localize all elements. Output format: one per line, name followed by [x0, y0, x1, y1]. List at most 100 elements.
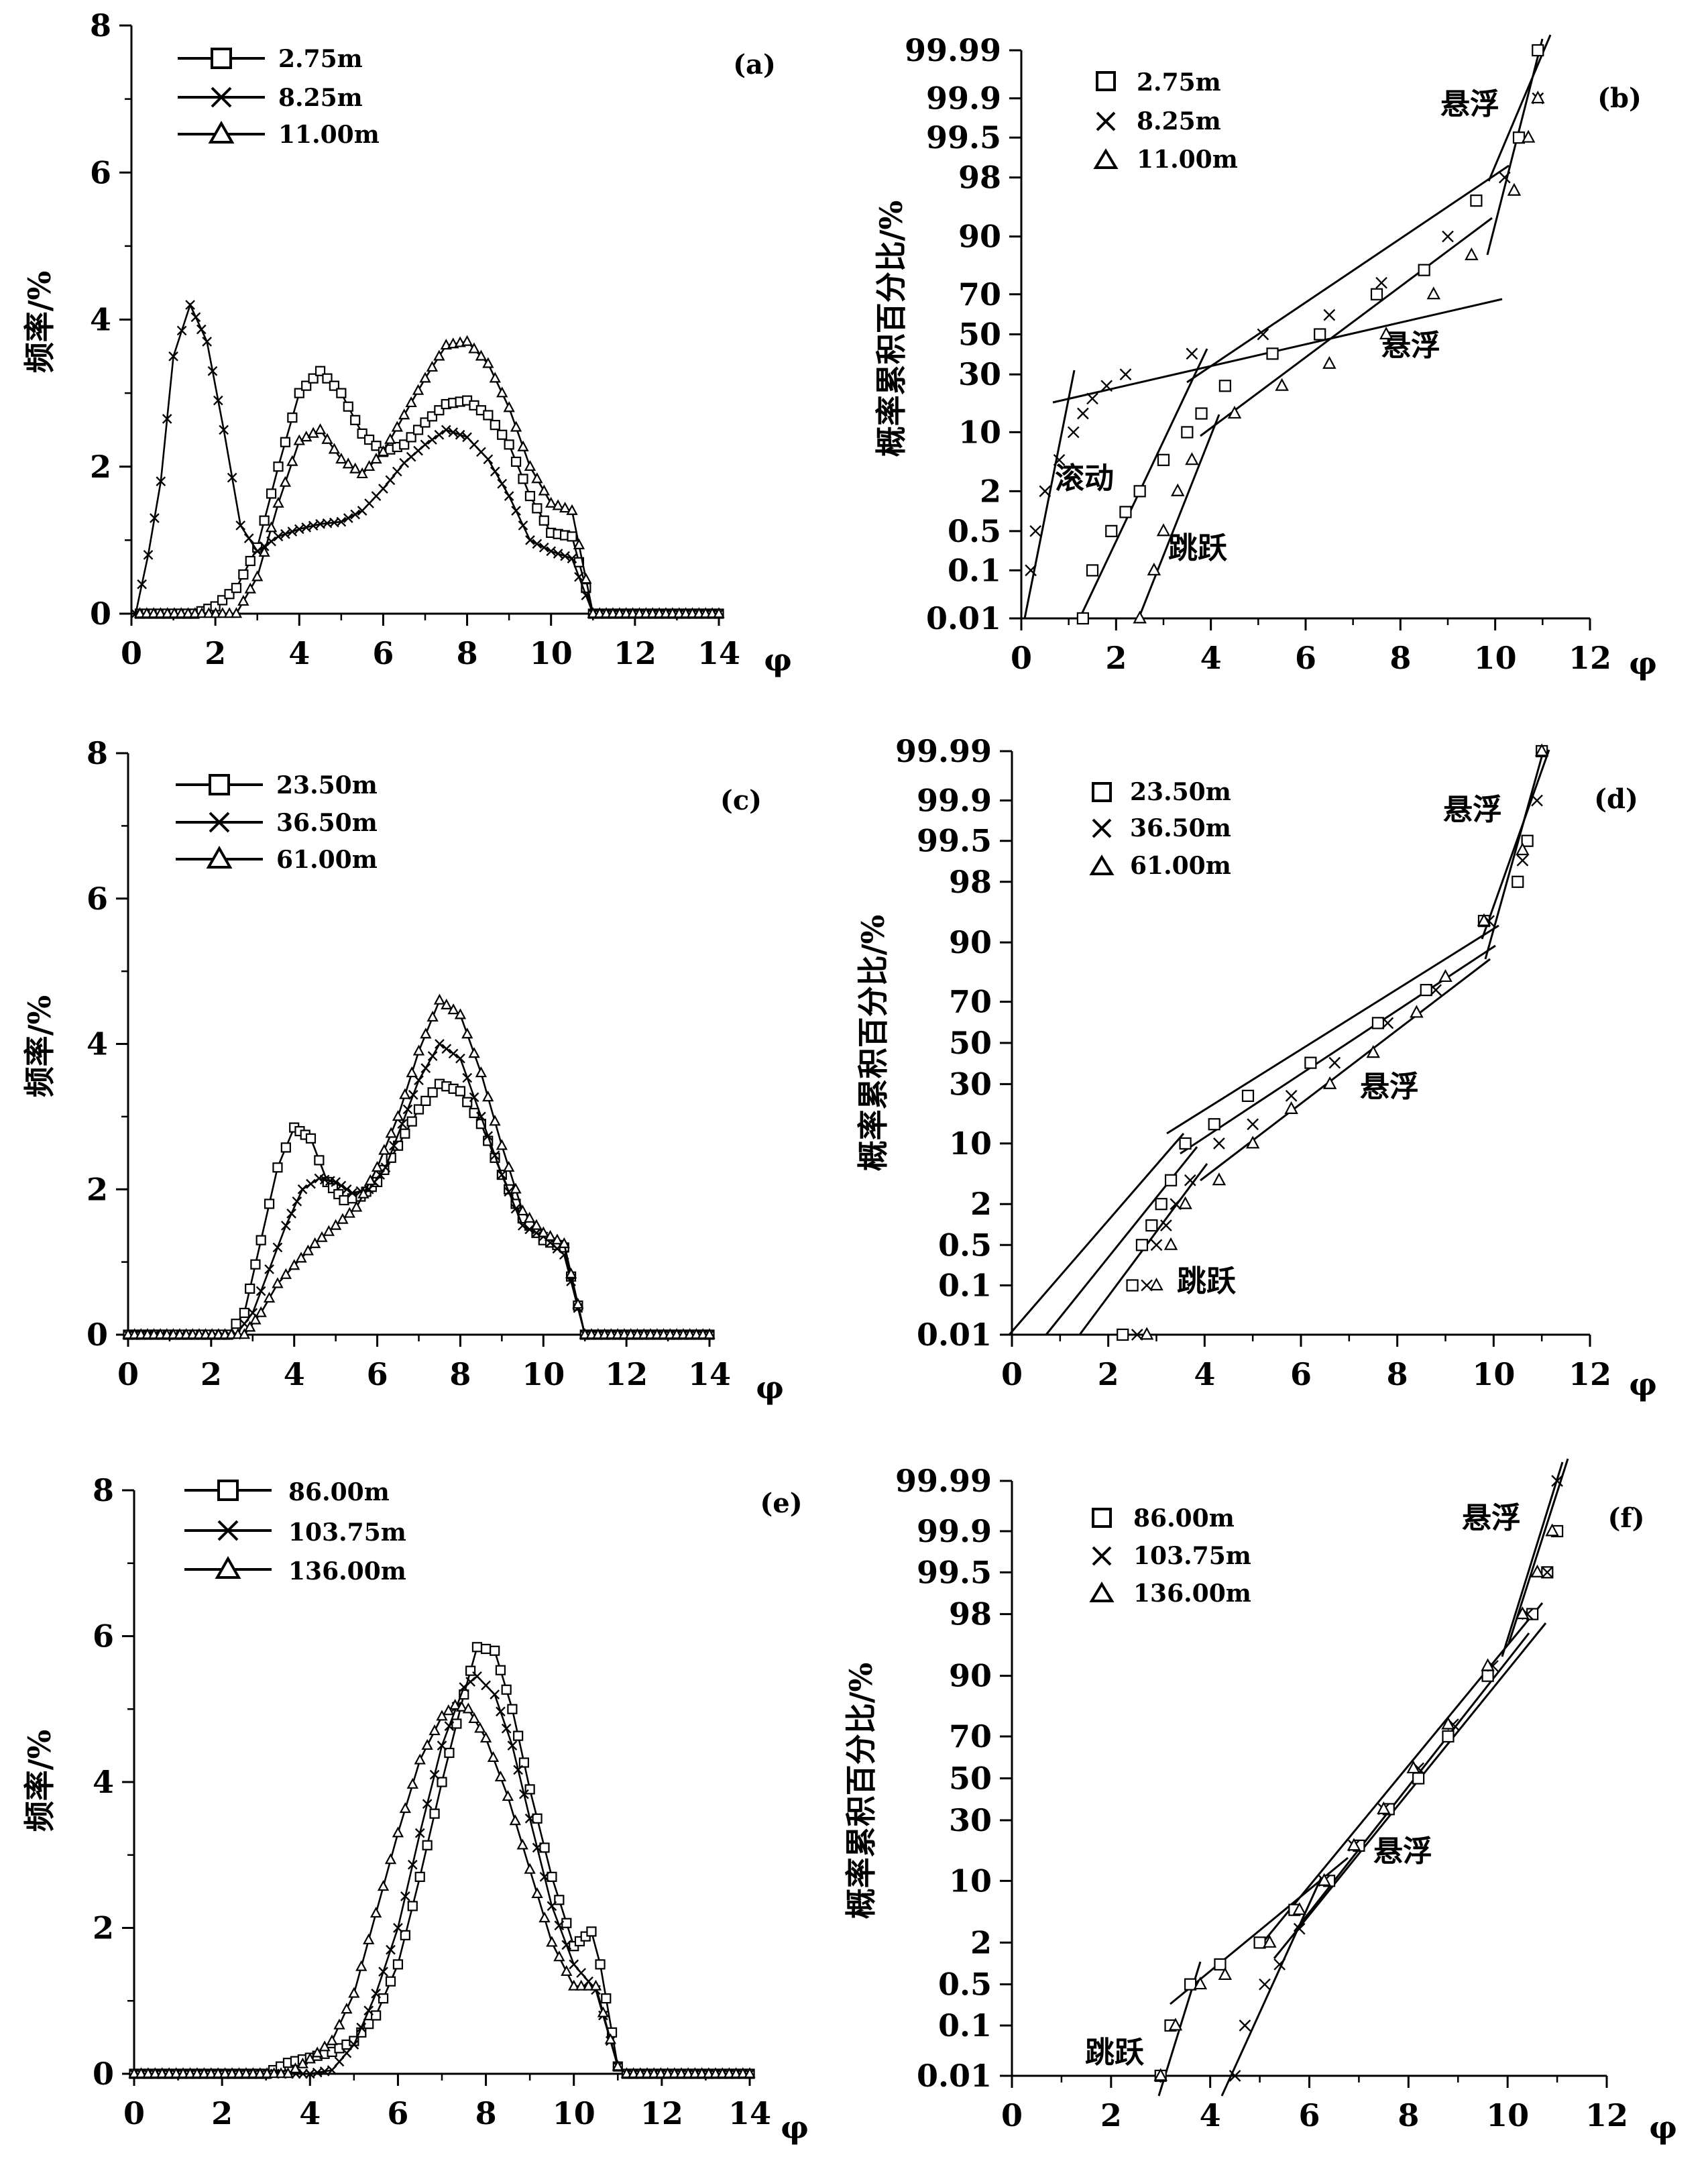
legend-item: 36.50m: [1092, 814, 1231, 842]
marker-triangle: [552, 499, 564, 510]
marker-x: [336, 516, 347, 527]
marker-x: [539, 1872, 550, 1882]
x-tick-label: 0: [1001, 2097, 1023, 2133]
marker-x: [547, 1901, 557, 1911]
marker-x: [538, 542, 549, 553]
marker-square: [272, 1162, 283, 1173]
marker-triangle: [559, 502, 571, 513]
marker-triangle: [582, 1979, 595, 1991]
legend-c: 23.50m 36.50m 61.00m: [176, 771, 378, 874]
marker-square: [1481, 1669, 1494, 1682]
x-tick-label: 12: [605, 1356, 648, 1392]
marker-x: [1259, 1978, 1271, 1991]
marker-x: [1541, 1566, 1554, 1579]
marker-x: [350, 509, 361, 520]
marker-x: [264, 1264, 274, 1274]
marker-x: [363, 2005, 374, 2016]
marker-x: [510, 1203, 521, 1214]
marker-x: [441, 1044, 452, 1054]
marker-triangle: [703, 2067, 715, 2078]
marker-x: [243, 533, 254, 543]
marker-triangle: [1170, 483, 1185, 496]
marker-square: [420, 1095, 431, 1106]
marker-x: [1029, 524, 1042, 537]
marker-triangle: [309, 1237, 321, 1248]
marker-triangle: [669, 2067, 681, 2078]
marker-triangle: [255, 1306, 267, 1317]
panel-c-frequency-chart: 频率/% φ (c) 23.50m 36.50m 61.00m: [21, 771, 784, 1406]
marker-square: [1155, 1198, 1168, 1211]
marker-triangle: [141, 607, 153, 618]
marker-x: [469, 1092, 479, 1103]
marker-triangle: [406, 1777, 418, 1789]
marker-square: [1133, 485, 1146, 498]
marker-square: [455, 1086, 466, 1097]
marker-x: [504, 491, 514, 501]
series-triangle: [128, 1699, 756, 2078]
marker-x: [1375, 276, 1387, 289]
marker-triangle: [589, 1979, 602, 1991]
marker-triangle: [449, 1699, 461, 1710]
marker-triangle: [1212, 1172, 1227, 1186]
marker-square: [301, 380, 312, 391]
marker-x: [532, 1842, 543, 1853]
x-tick-label: 4: [1200, 2097, 1221, 2133]
marker-triangle: [268, 2067, 280, 2078]
marker-triangle: [128, 2067, 140, 2078]
series-triangle: [122, 993, 716, 1339]
marker-triangle: [156, 2067, 168, 2078]
marker-x: [435, 1039, 445, 1049]
marker-triangle: [1366, 1045, 1380, 1058]
marker-x: [392, 466, 402, 477]
marker-triangle: [1178, 1196, 1192, 1209]
x-tick-label: 8: [475, 2095, 497, 2131]
panel-label-b: (b): [1597, 82, 1642, 114]
marker-triangle: [384, 1853, 397, 1865]
marker-square: [1208, 1118, 1220, 1131]
legend-b: 2.75m 8.25m 11.00m: [1093, 68, 1238, 174]
legend-item: 61.00m: [1089, 852, 1231, 880]
x-tick-label: 14: [688, 1356, 731, 1392]
x-tick-label: 6: [1290, 1356, 1312, 1392]
marker-x: [427, 435, 437, 445]
marker-x: [1150, 1239, 1163, 1252]
marker-triangle: [1465, 247, 1479, 260]
marker-square: [294, 388, 304, 398]
marker-triangle: [516, 1204, 528, 1216]
x-tick-label: 2: [201, 1356, 222, 1392]
marker-x: [414, 1828, 425, 1838]
marker-triangle: [496, 1139, 508, 1150]
xlabel-d: φ: [1629, 1366, 1657, 1402]
marker-triangle: [392, 1110, 404, 1121]
marker-triangle: [1317, 1873, 1331, 1886]
marker-square: [567, 531, 577, 542]
marker-triangle: [355, 1960, 367, 1971]
series-triangle: [1153, 1523, 1559, 2081]
marker-square: [595, 1959, 606, 1970]
marker-x: [1293, 1922, 1306, 1935]
marker-triangle: [240, 2067, 252, 2078]
x-tick-label: 0: [1001, 1356, 1023, 1392]
marker-x: [213, 395, 223, 406]
marker-triangle: [414, 1753, 426, 1765]
y-tick-label: 6: [90, 154, 111, 190]
marker-square: [231, 583, 242, 594]
x-tick-label: 12: [1569, 1356, 1611, 1392]
marker-triangle: [553, 1950, 565, 1962]
series-square: [1154, 1524, 1564, 2083]
legend-e: 86.00m 103.75m 136.00m: [184, 1478, 406, 1586]
marker-square: [490, 1645, 500, 1656]
marker-square: [414, 1871, 425, 1882]
marker-x: [481, 1680, 491, 1691]
marker-triangle: [272, 1277, 284, 1288]
x-tick-label: 8: [1398, 2097, 1419, 2133]
marker-x: [273, 531, 284, 542]
marker-triangle: [551, 1233, 563, 1245]
marker-triangle: [673, 607, 685, 618]
marker-triangle: [468, 342, 480, 353]
series-triangle: [133, 335, 725, 618]
marker-x: [414, 1075, 424, 1086]
y-tick-label: 8: [87, 735, 108, 771]
marker-square: [407, 1901, 418, 1911]
x-tick-label: 12: [614, 635, 657, 671]
